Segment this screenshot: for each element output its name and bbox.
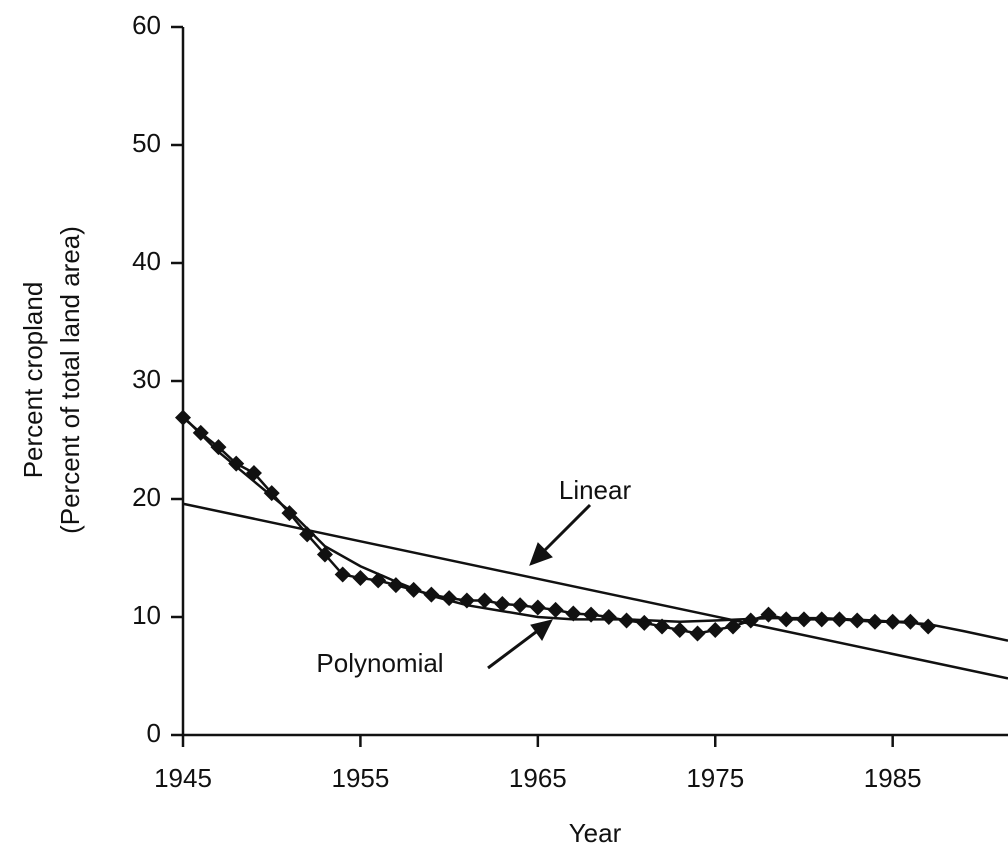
x-tick-label: 1985 [864,763,922,793]
data-point [547,601,564,618]
x-tick-label: 1945 [154,763,212,793]
y-axis-label: (Percent of total land area) [55,226,85,534]
data-point [512,597,529,614]
data-point [352,570,369,587]
data-line [182,502,1008,680]
data-point [689,625,706,642]
y-tick-label: 0 [147,718,161,748]
y-tick-label: 50 [132,128,161,158]
arrow [529,503,592,566]
data-point [636,614,653,631]
data-line [182,415,1008,642]
y-tick-label: 30 [132,364,161,394]
data-point [334,566,351,583]
data-point [707,621,724,638]
data-point [263,485,280,502]
y-axis-label: Percent cropland [18,282,48,479]
data-point [760,606,777,623]
x-axis-label: Year [569,818,622,848]
x-tick-label: 1955 [331,763,389,793]
data-point [529,599,546,616]
y-tick-label: 20 [132,482,161,512]
data-point [210,439,227,456]
data-point [228,455,245,472]
data-point [654,618,671,635]
data-point [671,621,688,638]
data-point [476,592,493,609]
x-tick-label: 1975 [686,763,744,793]
data-point [600,609,617,625]
data-point [920,618,937,635]
y-tick-label: 10 [132,600,161,630]
annotation: Linear [559,475,632,505]
y-tick-label: 40 [132,246,161,276]
annotation: Polynomial [316,648,443,678]
x-tick-label: 1965 [509,763,567,793]
data-point [316,546,333,563]
data-point [565,605,582,622]
data-line [182,416,929,635]
data-point [281,505,298,522]
data-point [725,618,741,635]
data-point [494,596,511,613]
y-tick-label: 60 [132,10,161,40]
arrow [487,619,553,670]
